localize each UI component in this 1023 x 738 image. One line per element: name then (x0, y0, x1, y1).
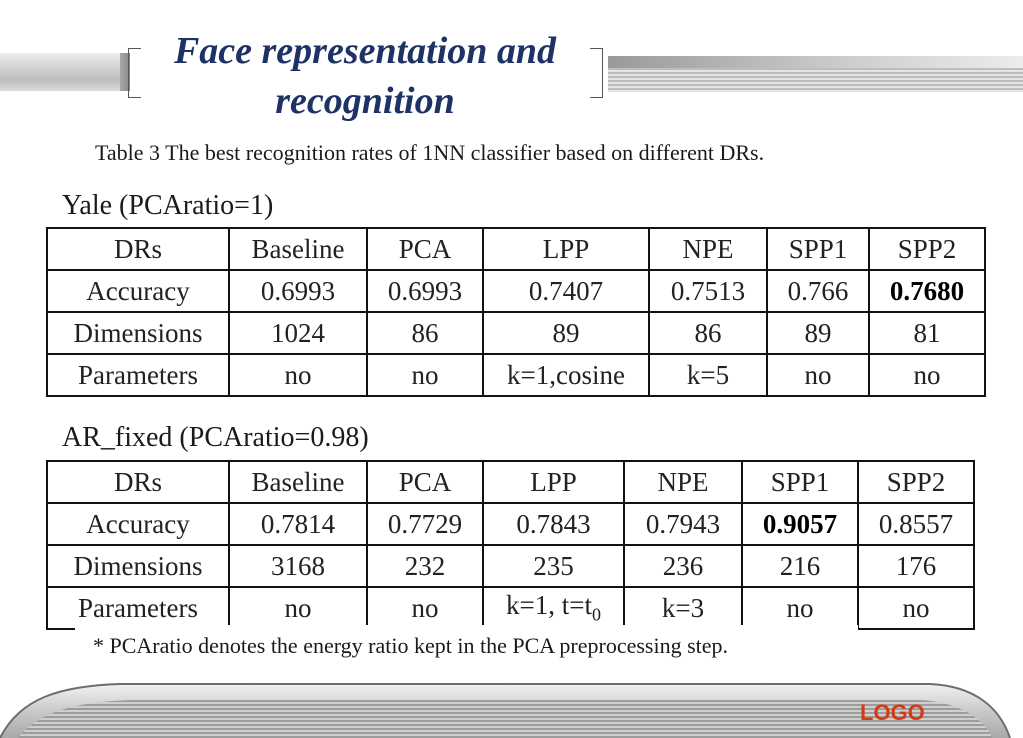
header-cell: SPP1 (766, 227, 870, 271)
table-cell: 0.6993 (366, 269, 484, 313)
table-cell: k=5 (648, 353, 768, 397)
table-cell: 0.8557 (857, 502, 975, 546)
row-label: Accuracy (46, 269, 230, 313)
title-bracket-right (590, 48, 603, 98)
table-row: Dimensions 1024 86 89 86 89 81 (46, 311, 986, 355)
best-accuracy-cell: 0.7680 (868, 269, 986, 313)
ar-results-table: DRs Baseline PCA LPP NPE SPP1 SPP2 Accur… (46, 460, 975, 630)
table-cell: no (766, 353, 870, 397)
header-cell: PCA (366, 227, 484, 271)
row-label: Parameters (46, 586, 230, 630)
header-cell: SPP1 (741, 460, 859, 504)
table-row: Accuracy 0.6993 0.6993 0.7407 0.7513 0.7… (46, 269, 986, 313)
table-cell: k=1, t=t0 (482, 586, 625, 630)
table-cell: 86 (366, 311, 484, 355)
row-label: Dimensions (46, 544, 230, 588)
header-cell: LPP (482, 227, 650, 271)
table-cell: 0.7513 (648, 269, 768, 313)
table-cell: 235 (482, 544, 625, 588)
row-label: Accuracy (46, 502, 230, 546)
table-cell: 0.7843 (482, 502, 625, 546)
table-cell: k=1,cosine (482, 353, 650, 397)
table-cell: 1024 (228, 311, 368, 355)
table-cell: 216 (741, 544, 859, 588)
footer-decoration (0, 683, 1011, 738)
table-cell: 81 (868, 311, 986, 355)
table-cell: no (868, 353, 986, 397)
table-cell: no (366, 586, 484, 630)
table-footnote: * PCAratio denotes the energy ratio kept… (75, 625, 858, 683)
table-cell: 3168 (228, 544, 368, 588)
title-bracket-left (128, 48, 141, 98)
table-cell: 0.7814 (228, 502, 368, 546)
table-cell: 89 (482, 311, 650, 355)
table-cell: no (741, 586, 859, 630)
table-cell: 0.7407 (482, 269, 650, 313)
header-cell: NPE (648, 227, 768, 271)
table-cell: 89 (766, 311, 870, 355)
table-cell: no (228, 353, 368, 397)
slide-title: Face representation and recognition (173, 30, 557, 122)
table-cell: 0.766 (766, 269, 870, 313)
table-cell: 0.7943 (623, 502, 743, 546)
header-cell: SPP2 (868, 227, 986, 271)
ar-table-label: AR_fixed (PCAratio=0.98) (62, 422, 369, 453)
header-cell: LPP (482, 460, 625, 504)
header-cell: PCA (366, 460, 484, 504)
table-cell: 0.7729 (366, 502, 484, 546)
table-cell: 176 (857, 544, 975, 588)
row-label: Parameters (46, 353, 230, 397)
table-cell: 0.6993 (228, 269, 368, 313)
row-label: Dimensions (46, 311, 230, 355)
table-cell: no (366, 353, 484, 397)
yale-table-label: Yale (PCAratio=1) (62, 190, 274, 221)
table-row: Parameters no no k=1,cosine k=5 no no (46, 353, 986, 397)
header-cell: DRs (46, 227, 230, 271)
table-cell: 236 (623, 544, 743, 588)
header-cell: SPP2 (857, 460, 975, 504)
header-cell: NPE (623, 460, 743, 504)
table-header-row: DRs Baseline PCA LPP NPE SPP1 SPP2 (46, 460, 975, 504)
table-row: Accuracy 0.7814 0.7729 0.7843 0.7943 0.9… (46, 502, 975, 546)
table-cell: no (228, 586, 368, 630)
table-cell: 232 (366, 544, 484, 588)
table-cell: no (857, 586, 975, 630)
yale-results-table: DRs Baseline PCA LPP NPE SPP1 SPP2 Accur… (46, 227, 986, 397)
header-cell: DRs (46, 460, 230, 504)
table-cell: k=3 (623, 586, 743, 630)
header-cell: Baseline (228, 460, 368, 504)
header-decoration-left (0, 53, 130, 91)
header-cell: Baseline (228, 227, 368, 271)
logo-text: LOGO (860, 700, 925, 725)
table-header-row: DRs Baseline PCA LPP NPE SPP1 SPP2 (46, 227, 986, 271)
best-accuracy-cell: 0.9057 (741, 502, 859, 546)
header-decoration-right (608, 56, 1023, 92)
table-row: Dimensions 3168 232 235 236 216 176 (46, 544, 975, 588)
table-caption: Table 3 The best recognition rates of 1N… (95, 140, 765, 165)
table-cell: 86 (648, 311, 768, 355)
table-row: Parameters no no k=1, t=t0 k=3 no no (46, 586, 975, 630)
